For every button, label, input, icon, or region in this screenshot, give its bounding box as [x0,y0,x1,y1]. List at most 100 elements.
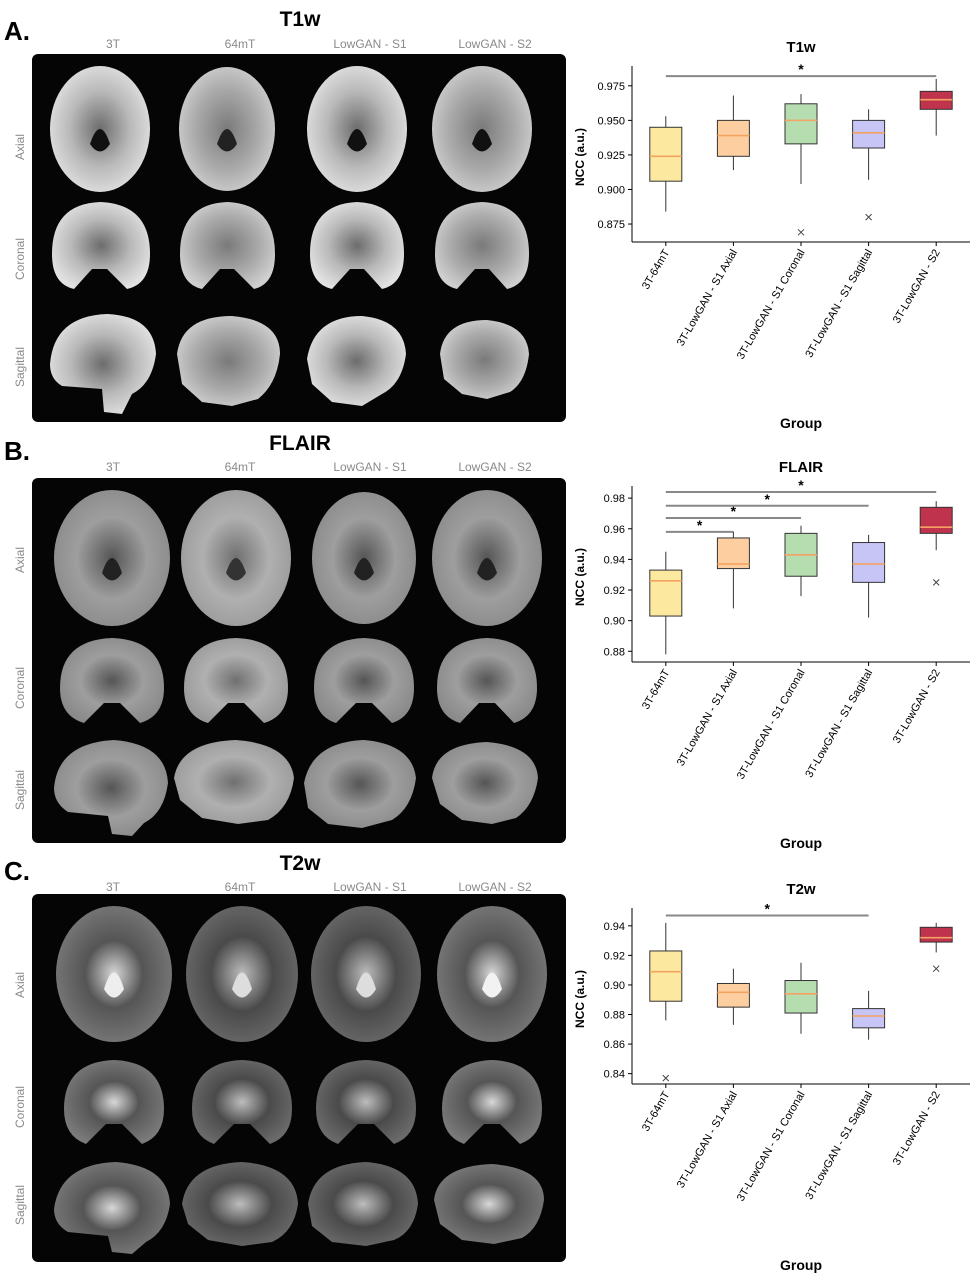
row-label: Axial [13,972,27,999]
axial-row [56,906,547,1042]
x-axis-label: Group [780,835,822,851]
panel-title: FLAIR [269,432,331,455]
x-tick-label: 3T-64mT [640,667,673,711]
outlier-stroke [932,965,940,973]
y-tick-label: 0.92 [604,950,625,962]
column-label: LowGAN - S1 [333,880,407,894]
row-label: Sagittal [13,1184,27,1226]
column-label: 64mT [224,460,256,474]
significance-star: * [731,503,737,519]
row-label: Axial [13,134,27,161]
x-tick-label: 3T-LowGAN - S1 Sagittal [803,248,875,360]
outlier-marker [932,579,940,586]
y-tick-label: 0.90 [604,980,625,992]
box [852,1008,886,1029]
column-label: 3T [105,37,120,51]
axial-row [50,66,532,192]
panel-letter: C. [4,856,30,886]
box [649,950,683,1002]
column-label: 3T [105,460,120,474]
sagittal-row [50,314,529,414]
column-label: LowGAN - S2 [458,880,532,894]
outlier-stroke [932,579,940,586]
coronal-row [60,638,537,723]
y-tick-label: 0.975 [597,81,625,93]
outlier-stroke [662,1074,670,1082]
x-tick-label: 3T-LowGAN - S2 [891,1090,943,1168]
chart-title: FLAIR [779,459,823,476]
outlier-marker [797,228,805,236]
mri-brain-slices [54,906,547,1254]
y-axis-label: NCC (a.u.) [573,970,587,1028]
y-tick-label: 0.98 [604,493,625,505]
mri-brain-slices [50,66,532,414]
row-label: Coronal [13,1085,27,1129]
y-tick-label: 0.96 [604,524,625,536]
mri-image-grid [32,894,566,1262]
column-label: 3T [105,880,120,894]
x-tick-label: 3T-LowGAN - S1 Coronal [735,248,808,362]
significance-star: * [764,491,770,507]
panel-letter: B. [4,436,30,466]
y-tick-label: 0.88 [604,1010,625,1022]
chart-title: T1w [786,39,816,56]
box [649,569,683,617]
row-label: Axial [13,547,27,574]
box [919,506,953,534]
y-tick-label: 0.90 [604,616,625,628]
panel-letter: A. [4,16,30,46]
box [852,119,886,149]
outlier-marker [932,965,940,973]
mri-image-grid [32,54,566,422]
significance-star: * [798,477,804,493]
x-tick-label: 3T-LowGAN - S1 Axial [675,248,740,349]
axial-row [54,490,542,626]
y-tick-label: 0.950 [597,115,625,127]
x-axis-label: Group [780,415,822,431]
panel-a: A. T1w 3T 64mT LowGAN - S1 LowGAN - S2 A… [0,0,980,431]
panel-b: B. FLAIR 3T 64mT LowGAN - S1 LowGAN - S2… [0,428,980,851]
y-tick-label: 0.88 [604,646,625,658]
x-axis-label: Group [780,1257,822,1273]
y-tick-label: 0.92 [604,585,625,597]
outlier-stroke [797,228,805,236]
flair-boxplot: FLAIR 0.88 0.90 0.92 0.94 0.96 0.98 NCC (a.u.) *… [573,459,970,851]
x-tick-label: 3T-64mT [640,247,673,291]
y-tick-label: 0.875 [597,219,625,231]
mri-brain-slices [54,490,542,836]
column-label: 64mT [224,880,256,894]
x-tick-label: 3T-LowGAN - S1 Axial [675,668,740,769]
column-label: LowGAN - S2 [458,37,532,51]
coronal-row [64,1060,542,1144]
box [716,119,750,157]
box [852,542,886,583]
x-tick-label: 3T-LowGAN - S2 [891,668,943,746]
x-tick-label: 3T-LowGAN - S1 Coronal [735,668,808,782]
column-label: 64mT [224,37,256,51]
row-label: Coronal [13,237,27,281]
panel-c: C. T2w 3T 64mT LowGAN - S1 LowGAN - S2 A… [0,848,980,1280]
t1w-boxplot: T1w 0.875 0.900 0.925 0.950 0.975 NCC (a.u.) * 3… [573,39,970,431]
panel-title: T1w [279,8,321,31]
t2w-boxplot: T2w 0.84 0.86 0.88 0.90 0.92 0.94 NCC (a.u.) * 3T… [573,881,970,1273]
significance-star: * [764,900,770,916]
x-tick-label: 3T-LowGAN - S1 Coronal [735,1090,808,1204]
chart-title: T2w [786,881,816,898]
box [919,926,953,943]
sagittal-row [54,740,538,836]
y-axis-label: NCC (a.u.) [573,128,587,186]
row-label: Sagittal [13,769,27,811]
sagittal-row [54,1162,544,1254]
panel-title: T2w [279,852,321,875]
y-tick-label: 0.900 [597,184,625,196]
coronal-row [52,202,529,289]
x-tick-label: 3T-LowGAN - S1 Axial [675,1090,740,1191]
row-label: Coronal [13,666,27,710]
box [649,126,683,182]
x-tick-label: 3T-LowGAN - S1 Sagittal [803,668,875,780]
column-label: LowGAN - S1 [333,460,407,474]
column-label: LowGAN - S1 [333,37,407,51]
significance-star: * [697,517,703,533]
y-tick-label: 0.94 [604,554,625,566]
y-tick-label: 0.925 [597,150,625,162]
